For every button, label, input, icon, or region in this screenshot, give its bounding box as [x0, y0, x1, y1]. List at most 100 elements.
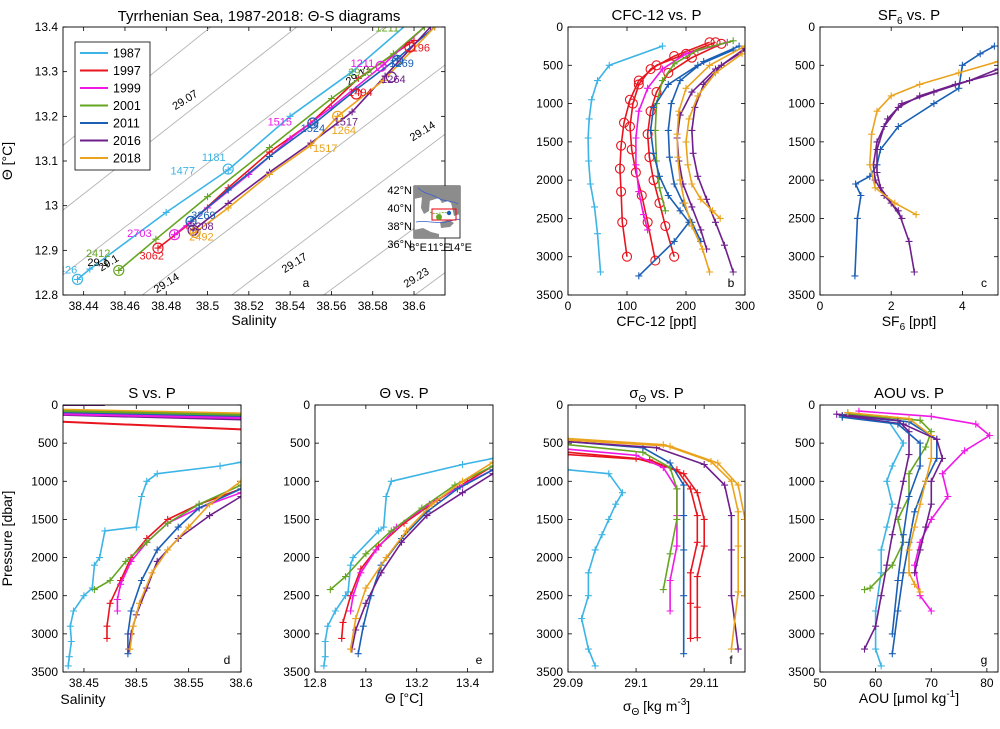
x-tick-label: 38.56 — [316, 299, 346, 313]
series-marker-2018 — [666, 442, 674, 450]
series-marker-1987 — [883, 477, 891, 485]
series-marker-2018 — [382, 554, 390, 562]
series-marker-2018 — [887, 92, 895, 100]
series-marker-2011 — [899, 531, 907, 539]
panel-a: 38.44 38.46 38.48 38.5 38.52 38.54 38.56 38.58 3… — [0, 8, 472, 328]
series-marker-1999 — [938, 470, 946, 478]
isopycnal-line — [231, 133, 445, 295]
x-axis-label-part: AOU [ — [859, 690, 897, 706]
series-marker-1987 — [585, 157, 593, 165]
series-marker-1987 — [347, 561, 355, 569]
series-marker-2016 — [697, 226, 705, 234]
panel-f-content — [568, 435, 745, 670]
series-circle-1997 — [614, 163, 625, 174]
series-marker-1999 — [927, 607, 935, 615]
x-tick-label: 38.6 — [229, 676, 253, 690]
series-marker-2018 — [135, 599, 143, 607]
y-tick-label: 0 — [808, 20, 815, 34]
depth-label: 3208 — [189, 221, 213, 233]
series-marker-1987 — [382, 493, 390, 500]
series-marker-2001 — [866, 584, 874, 592]
series-marker-2001 — [666, 550, 674, 558]
y-tick-label: 3000 — [788, 250, 815, 264]
series-marker-1987 — [877, 662, 885, 670]
x-tick-label: 38.54 — [275, 299, 305, 313]
series-marker-2001 — [420, 27, 428, 31]
series-marker-2018 — [266, 170, 273, 178]
y-tick-label: 500 — [38, 436, 58, 450]
inset-contour — [415, 218, 461, 223]
series-marker-1997 — [687, 599, 694, 607]
series-marker-2016 — [489, 470, 493, 478]
series-marker-2016 — [398, 538, 405, 546]
series-marker-1987 — [321, 653, 329, 661]
circled-point-2018 — [332, 110, 344, 122]
panel-title: S vs. P — [128, 385, 176, 402]
y-tick-label: 1000 — [283, 474, 310, 488]
panel-letter: a — [303, 276, 310, 290]
y-tick-label: 3000 — [283, 627, 310, 641]
series-marker-2016 — [729, 268, 737, 276]
x-tick-label: 70 — [925, 676, 939, 690]
series-marker-2018 — [866, 161, 874, 169]
panel-title: AOU vs. P — [874, 385, 944, 402]
x-axis-label-part: [ppt] — [905, 313, 936, 329]
series-marker-1997 — [693, 538, 701, 546]
series-marker-2018 — [185, 523, 193, 531]
series-marker-1999 — [635, 188, 643, 196]
series-marker-1999 — [347, 607, 355, 615]
panel-b-content — [584, 37, 745, 280]
series-marker-1999 — [944, 493, 952, 500]
series-marker-2018 — [734, 508, 742, 516]
series-marker-2016 — [894, 504, 902, 512]
series-marker-1987 — [586, 180, 594, 188]
x-axis-label-part: Θ — [631, 707, 639, 718]
series-marker-2016 — [694, 172, 702, 180]
series-marker-2011 — [666, 153, 673, 161]
series-marker-1987 — [584, 645, 592, 653]
series-line-2011 — [568, 440, 685, 654]
series-marker-2016 — [873, 169, 881, 176]
ticks: 0 2 4 0 500 1000 1500 2000 2500 3000 3500 — [788, 20, 998, 313]
series-marker-2016 — [922, 523, 930, 531]
series-circle-1997 — [651, 87, 662, 98]
circled-point-2016 — [385, 71, 397, 83]
series-marker-2018 — [706, 61, 714, 69]
series-line-1997 — [646, 43, 722, 257]
series-marker-2011 — [680, 512, 688, 520]
depth-label: 1181 — [202, 152, 226, 164]
series-marker-2018 — [738, 50, 745, 58]
series-marker-1999 — [640, 211, 647, 219]
series-marker-1999 — [986, 432, 994, 439]
legend-label-1997: 1997 — [113, 64, 141, 78]
depth-label: 3062 — [140, 250, 164, 262]
series-marker-1997 — [106, 599, 114, 607]
series-circle-1997 — [617, 217, 628, 228]
y-tick-label: 500 — [795, 436, 815, 450]
x-tick-label: 38.58 — [358, 299, 388, 313]
series-marker-2018 — [428, 500, 436, 508]
inset-land-italy-south — [450, 194, 460, 216]
series-marker-1987 — [605, 61, 613, 69]
y-tick-label: 500 — [543, 58, 563, 72]
legend-label-2001: 2001 — [113, 99, 141, 113]
series-marker-2018 — [431, 27, 439, 31]
series-marker-2016 — [348, 108, 356, 116]
series-marker-2018 — [916, 80, 924, 88]
x-tick-label: 38.44 — [69, 299, 99, 313]
series-marker-2011 — [905, 493, 913, 500]
panel-letter: g — [981, 653, 988, 667]
x-tick-label: 38.5 — [196, 299, 220, 313]
circled-point-2011 — [307, 117, 319, 129]
series-marker-1999 — [659, 464, 667, 472]
panel-title-part: σ — [629, 385, 639, 402]
depth-label: 1477 — [171, 165, 195, 177]
depth-label: 3269 — [191, 210, 215, 222]
series-marker-1987 — [658, 42, 666, 50]
series-marker-2001 — [673, 485, 681, 493]
series-line-2018 — [685, 53, 743, 219]
legend-label-2018: 2018 — [113, 152, 141, 166]
circled-point-1999 — [375, 60, 387, 72]
y-tick-label: 3500 — [788, 288, 815, 302]
x-tick-label: 4 — [959, 299, 966, 313]
